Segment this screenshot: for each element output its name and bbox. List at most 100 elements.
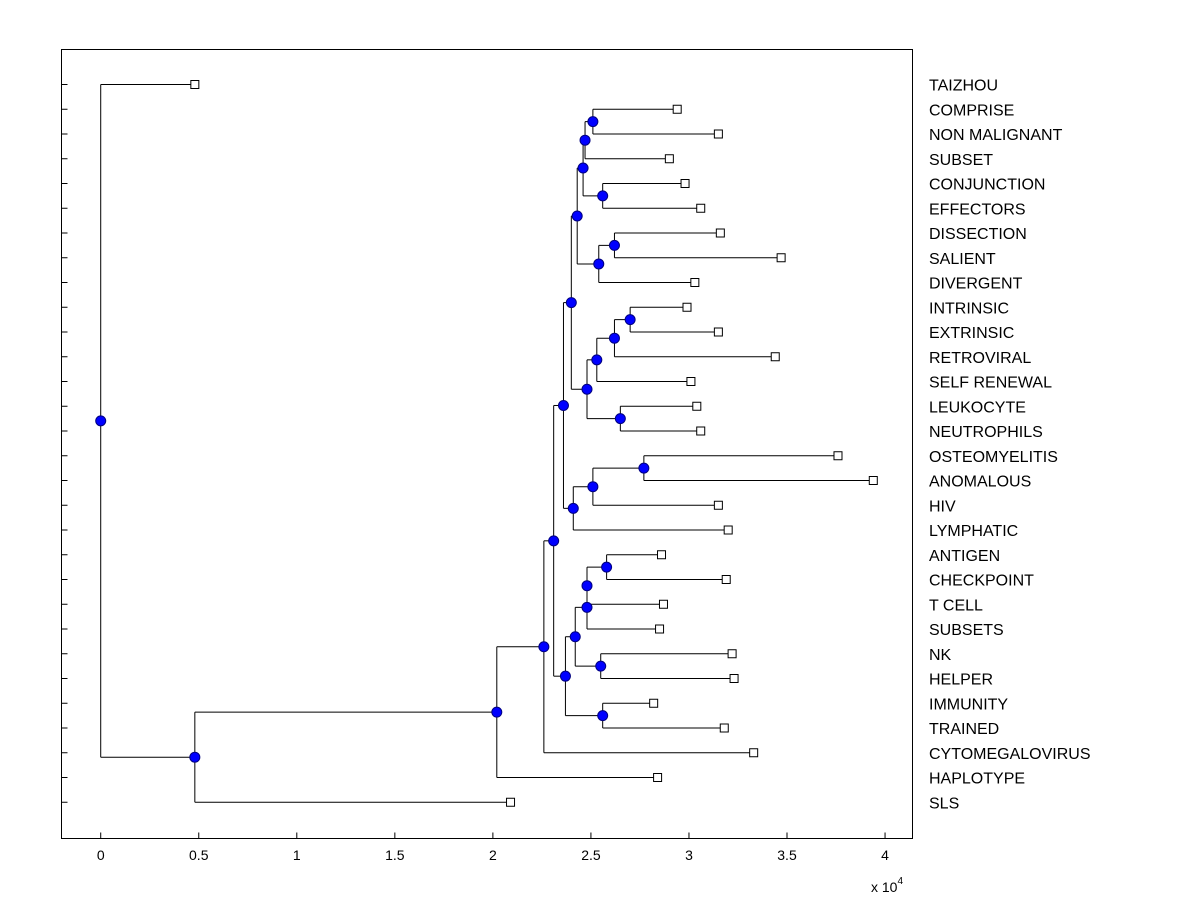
- leaf-label-subsets: SUBSETS: [929, 622, 1004, 639]
- leaf-label-salient: SALIENT: [929, 251, 996, 268]
- leaf-marker-effectors: [696, 203, 706, 213]
- merge-node-m29: [95, 415, 107, 427]
- leaf-labels: TAIZHOU COMPRISE NON MALIGNANT SUBSET CONJUN…: [929, 78, 1091, 813]
- merge-node-m24: [559, 670, 571, 682]
- leaf-label-taizhou: TAIZHOU: [929, 78, 998, 95]
- merge-node-m18: [601, 561, 613, 573]
- merge-node-m19: [581, 580, 593, 592]
- leaf-label-trained: TRAINED: [929, 721, 999, 738]
- leaf-label-anomalous: ANOMALOUS: [929, 474, 1031, 491]
- merge-node-m14: [638, 462, 650, 474]
- merge-node-m1: [587, 116, 599, 128]
- leaf-marker-neutrophils: [696, 426, 706, 436]
- leaf-label-intrinsic: INTRINSIC: [929, 300, 1009, 317]
- leaf-label-antigen: ANTIGEN: [929, 548, 1000, 565]
- merge-node-m8: [624, 314, 636, 326]
- x-tick-label: 0: [97, 847, 105, 863]
- merge-nodes: [95, 116, 650, 763]
- leaf-marker-retroviral: [770, 352, 780, 362]
- merge-node-m4: [577, 162, 589, 174]
- merge-node-m20: [581, 601, 593, 613]
- merge-node-m12: [581, 383, 593, 395]
- merge-node-m21: [595, 660, 607, 672]
- leaf-label-conjunction: CONJUNCTION: [929, 177, 1045, 194]
- merge-node-m25: [548, 535, 560, 547]
- x-tick-label: 0.5: [189, 847, 209, 863]
- leaf-label-t-cell: T CELL: [929, 597, 983, 614]
- leaf-label-self-renewal: SELF RENEWAL: [929, 375, 1052, 392]
- leaf-label-osteomyelitis: OSTEOMYELITIS: [929, 449, 1058, 466]
- leaf-label-divergent: DIVERGENT: [929, 276, 1023, 293]
- leaf-marker-salient: [776, 253, 786, 263]
- merge-node-m17: [557, 399, 569, 411]
- leaf-marker-nk: [727, 649, 737, 659]
- leaf-label-retroviral: RETROVIRAL: [929, 350, 1031, 367]
- merge-node-m13: [565, 297, 577, 309]
- leaf-markers: [190, 80, 878, 807]
- plot-area-frame: [61, 49, 913, 839]
- leaf-marker-anomalous: [868, 476, 878, 485]
- leaf-marker-lymphatic: [723, 525, 733, 535]
- merge-node-m7: [571, 210, 583, 222]
- leaf-label-immunity: IMMUNITY: [929, 696, 1008, 713]
- leaf-marker-helper: [729, 674, 739, 683]
- merge-node-m9: [608, 332, 620, 344]
- leaf-marker-comprise: [672, 104, 682, 114]
- leaf-label-non-malignant: NON MALIGNANT: [929, 127, 1063, 144]
- leaf-label-sls: SLS: [929, 795, 959, 812]
- merge-node-m23: [597, 710, 609, 722]
- leaf-marker-t-cell: [658, 599, 668, 609]
- leaf-marker-subset: [664, 154, 674, 164]
- x-tick-label: 2.5: [581, 847, 601, 863]
- x-tick-label: 2: [489, 847, 497, 863]
- leaf-marker-intrinsic: [682, 302, 692, 312]
- leaf-label-dissection: DISSECTION: [929, 226, 1027, 243]
- leaf-label-hiv: HIV: [929, 498, 956, 515]
- merge-node-m3: [597, 190, 609, 202]
- leaf-label-comprise: COMPRISE: [929, 102, 1014, 119]
- leaf-label-cytomegalovirus: CYTOMEGALOVIRUS: [929, 746, 1091, 763]
- x-tick-label: 3: [685, 847, 693, 863]
- leaf-marker-extrinsic: [713, 327, 723, 337]
- leaf-label-checkpoint: CHECKPOINT: [929, 573, 1034, 590]
- merge-node-m16: [567, 502, 579, 514]
- merge-node-m28: [189, 751, 201, 763]
- leaf-marker-leukocyte: [692, 401, 702, 411]
- merge-node-m11: [614, 413, 626, 425]
- x-axis: 0 0.5 1 1.5 2 2.5 3 3.5 4: [97, 832, 889, 863]
- leaf-marker-self-renewal: [686, 377, 696, 386]
- x-tick-label: 4: [881, 847, 889, 863]
- x-multiplier-exponent: 4: [897, 876, 903, 887]
- leaf-marker-cytomegalovirus: [749, 748, 759, 758]
- x-multiplier-label: x 104: [871, 876, 903, 895]
- x-tick-label: 3.5: [777, 847, 797, 863]
- leaf-label-extrinsic: EXTRINSIC: [929, 325, 1014, 342]
- leaf-label-nk: NK: [929, 647, 952, 664]
- merge-node-m27: [491, 706, 503, 718]
- merge-node-m6: [593, 258, 605, 270]
- y-ticks: [61, 84, 68, 803]
- leaf-marker-sls: [506, 797, 516, 807]
- leaf-label-subset: SUBSET: [929, 152, 993, 169]
- merge-node-m5: [608, 239, 620, 251]
- leaf-marker-divergent: [690, 278, 700, 287]
- leaf-marker-conjunction: [680, 179, 690, 188]
- leaf-marker-hiv: [713, 500, 723, 510]
- leaf-marker-non-malignant: [713, 129, 723, 139]
- merge-node-m15: [587, 481, 599, 493]
- x-tick-label: 1.5: [385, 847, 405, 863]
- leaf-marker-osteomyelitis: [833, 451, 843, 461]
- leaf-marker-antigen: [657, 550, 667, 560]
- merge-node-m22: [569, 631, 581, 643]
- leaf-label-neutrophils: NEUTROPHILS: [929, 424, 1043, 441]
- leaf-label-leukocyte: LEUKOCYTE: [929, 399, 1026, 416]
- leaf-marker-checkpoint: [721, 575, 731, 584]
- leaf-label-helper: HELPER: [929, 672, 993, 689]
- leaf-marker-dissection: [715, 228, 725, 238]
- leaf-marker-subsets: [655, 624, 665, 634]
- leaf-label-haplotype: HAPLOTYPE: [929, 771, 1025, 788]
- leaf-marker-trained: [719, 723, 729, 733]
- merge-node-m26: [538, 641, 550, 653]
- leaf-marker-taizhou: [190, 80, 200, 89]
